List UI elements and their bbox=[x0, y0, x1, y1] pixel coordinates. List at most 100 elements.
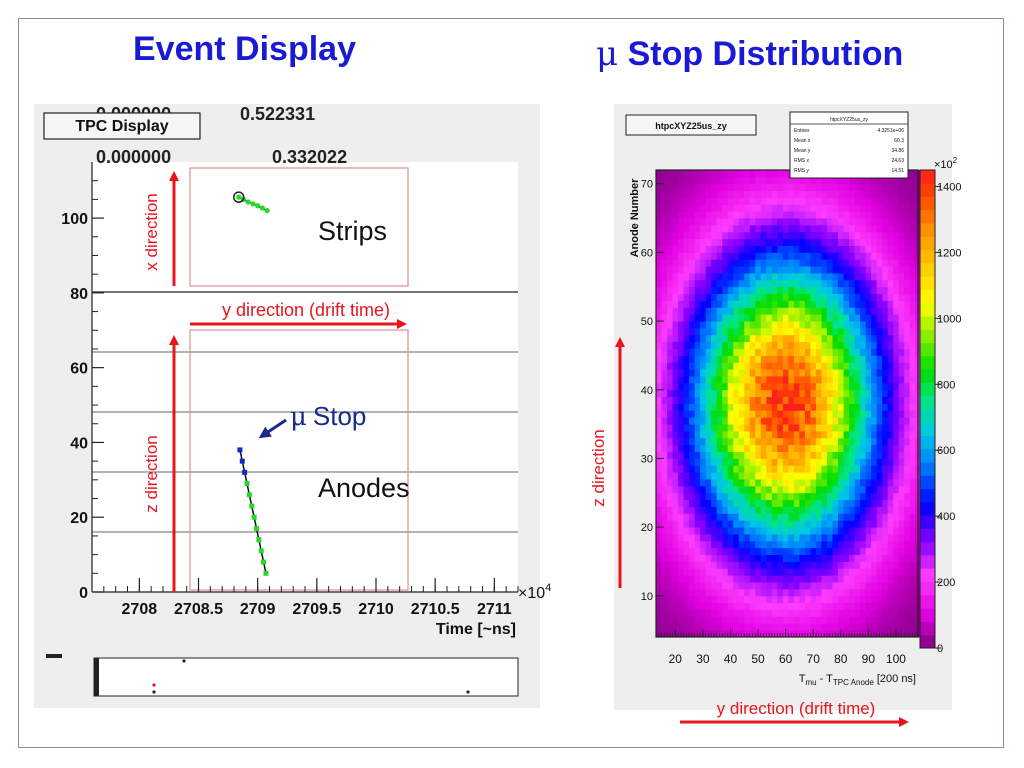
heatmap-cell bbox=[876, 183, 883, 192]
heatmap-cell bbox=[700, 444, 707, 452]
heatmap-cell bbox=[672, 527, 679, 535]
heatmap-cell bbox=[782, 492, 789, 501]
heatmap-cell bbox=[727, 300, 734, 308]
heatmap-cell bbox=[678, 341, 684, 349]
heatmap-cell bbox=[744, 348, 751, 356]
heatmap-cell bbox=[826, 197, 833, 205]
heatmap-cell bbox=[777, 279, 784, 288]
heatmap-cell bbox=[821, 348, 828, 356]
heatmap-cell bbox=[678, 417, 684, 425]
heatmap-y-tick-label: 10 bbox=[641, 591, 653, 603]
mini-point bbox=[466, 690, 470, 694]
heatmap-cell bbox=[909, 376, 916, 384]
anodes-hit bbox=[251, 514, 257, 520]
heatmap-cell bbox=[832, 554, 839, 562]
heatmap-cell bbox=[672, 321, 679, 329]
heatmap-cell bbox=[700, 218, 707, 226]
heatmap-cell bbox=[777, 314, 784, 322]
heatmap-cell bbox=[887, 341, 894, 349]
heatmap-cell bbox=[799, 245, 806, 253]
heatmap-cell bbox=[871, 561, 878, 569]
heatmap-cell bbox=[832, 266, 839, 274]
heatmap-cell bbox=[656, 582, 662, 590]
heatmap-cell bbox=[711, 218, 718, 226]
heatmap-cell bbox=[672, 376, 679, 384]
heatmap-cell bbox=[815, 575, 822, 583]
heatmap-cell bbox=[661, 424, 668, 432]
heatmap-cell bbox=[744, 376, 751, 384]
x-axis-title: Time [~ns] bbox=[436, 621, 516, 638]
heatmap-cell bbox=[727, 231, 734, 240]
heatmap-cell bbox=[793, 547, 800, 555]
heatmap-cell bbox=[815, 266, 822, 274]
heatmap-cell bbox=[904, 465, 911, 473]
heatmap-cell bbox=[749, 485, 756, 494]
heatmap-cell bbox=[749, 458, 756, 466]
heatmap-cell bbox=[766, 561, 773, 569]
heatmap-cell bbox=[788, 355, 795, 363]
heatmap-cell bbox=[694, 286, 701, 295]
heatmap-cell bbox=[755, 321, 762, 329]
heatmap-cell bbox=[821, 547, 828, 555]
heatmap-cell bbox=[898, 520, 905, 528]
heatmap-cell bbox=[705, 259, 712, 267]
heatmap-cell bbox=[678, 575, 684, 583]
heatmap-cell bbox=[804, 437, 811, 446]
heatmap-cell bbox=[656, 382, 662, 391]
heatmap-cell bbox=[705, 520, 712, 528]
heatmap-cell bbox=[716, 506, 723, 514]
heatmap-cell bbox=[683, 334, 690, 343]
heatmap-cell bbox=[755, 293, 762, 301]
heatmap-cell bbox=[656, 321, 662, 329]
heatmap-cell bbox=[678, 582, 684, 590]
heatmap-cell bbox=[793, 595, 800, 604]
heatmap-cell bbox=[898, 238, 905, 246]
heatmap-cell bbox=[749, 224, 756, 233]
heatmap-cell bbox=[667, 403, 673, 411]
heatmap-cell bbox=[738, 355, 745, 363]
heatmap-cell bbox=[672, 540, 679, 549]
heatmap-cell bbox=[854, 286, 861, 295]
heatmap-cell bbox=[683, 369, 690, 377]
heatmap-cell bbox=[705, 170, 712, 178]
heatmap-cell bbox=[887, 527, 894, 535]
heatmap-cell bbox=[793, 238, 800, 246]
heatmap-cell bbox=[893, 609, 900, 617]
heatmap-cell bbox=[672, 506, 679, 514]
heatmap-cell bbox=[689, 238, 696, 246]
heatmap-cell bbox=[722, 561, 729, 569]
heatmap-cell bbox=[760, 314, 767, 322]
heatmap-cell bbox=[804, 513, 811, 521]
heatmap-cell bbox=[788, 616, 795, 624]
heatmap-cell bbox=[700, 334, 707, 343]
heatmap-cell bbox=[711, 321, 718, 329]
heatmap-cell bbox=[810, 245, 817, 253]
heatmap-cell bbox=[749, 527, 756, 535]
heatmap-cell bbox=[843, 355, 850, 363]
heatmap-cell bbox=[826, 259, 833, 267]
heatmap-cell bbox=[793, 376, 800, 384]
heatmap-cell bbox=[661, 238, 668, 246]
colorbar-segment bbox=[920, 395, 935, 410]
heatmap-cell bbox=[744, 341, 751, 349]
heatmap-cell bbox=[727, 513, 734, 521]
x-tick-label: 2711 bbox=[477, 601, 512, 618]
heatmap-cell bbox=[749, 623, 756, 631]
heatmap-cell bbox=[689, 307, 696, 315]
heatmap-cell bbox=[843, 513, 850, 521]
heatmap-cell bbox=[705, 348, 712, 356]
heatmap-cell bbox=[810, 355, 817, 363]
heatmap-cell bbox=[722, 382, 729, 391]
heatmap-cell bbox=[771, 444, 778, 452]
heatmap-cell bbox=[799, 327, 806, 336]
heatmap-cell bbox=[893, 190, 900, 198]
heatmap-cell bbox=[826, 520, 833, 528]
heatmap-cell bbox=[821, 389, 828, 398]
heatmap-cell bbox=[860, 355, 866, 363]
heatmap-cell bbox=[799, 520, 806, 528]
heatmap-cell bbox=[815, 417, 822, 425]
heatmap-cell bbox=[678, 513, 684, 521]
heatmap-cell bbox=[821, 451, 828, 459]
heatmap-cell bbox=[849, 224, 855, 233]
heatmap-cell bbox=[656, 245, 662, 253]
